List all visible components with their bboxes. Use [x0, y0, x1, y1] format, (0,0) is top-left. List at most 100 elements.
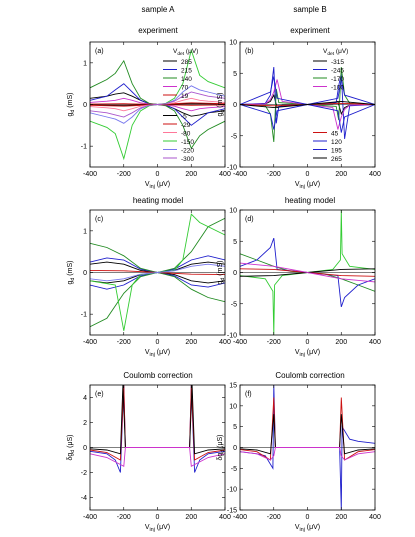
- series-group: [240, 66, 375, 143]
- series-line: [90, 385, 225, 455]
- legend-entry: -5: [181, 114, 187, 121]
- legend-entry: 215: [181, 68, 192, 75]
- series-line: [90, 447, 225, 468]
- panel-label: (a): [95, 48, 104, 55]
- y-tick-label: 0: [83, 445, 87, 452]
- y-tick-label: -5: [231, 466, 237, 473]
- header-sample-b: sample B: [293, 5, 326, 14]
- x-tick-label: 0: [306, 339, 310, 346]
- y-tick-label: 4: [83, 395, 87, 402]
- y-axis-label: gd (mS): [217, 93, 226, 117]
- y-tick-label: 10: [229, 208, 237, 215]
- series-line: [240, 100, 375, 109]
- y-tick-label: -4: [81, 495, 87, 502]
- x-tick-label: 200: [185, 339, 197, 346]
- x-axis-label: Vinj (μV): [145, 349, 170, 358]
- y-tick-label: 0: [83, 102, 87, 109]
- x-tick-label: 0: [156, 514, 160, 521]
- legend-entry: 285: [181, 59, 192, 66]
- legend-entry: -150: [181, 139, 194, 146]
- x-tick-label: -400: [233, 339, 247, 346]
- panel-a: -400 -200 0 200 400 -1 0 1 Vinj (μV) gd (mS) (a) Vd…: [67, 41, 231, 190]
- x-tick-label: 400: [369, 514, 381, 521]
- x-tick-label: -400: [83, 171, 97, 178]
- x-tick-label: -400: [233, 514, 247, 521]
- x-axis-label: Vinj (μV): [295, 181, 320, 190]
- legend-entry: 120: [331, 139, 342, 146]
- y-tick-label: 5: [233, 239, 237, 246]
- y-tick-label: -15: [227, 508, 237, 515]
- x-tick-label: -400: [83, 339, 97, 346]
- legend-entry: 265: [331, 156, 342, 163]
- x-tick-label: -200: [267, 514, 281, 521]
- legend-entry: -300: [181, 156, 194, 163]
- y-tick-label: -10: [227, 333, 237, 340]
- y-axis-label: δgd (μS): [217, 434, 226, 460]
- panel-e: -400 -200 0 200 400 -4 -2 0 2 4 Vinj (μV) δgd (μS) (…: [67, 384, 231, 533]
- series-group: [90, 213, 225, 331]
- y-tick-label: 0: [233, 270, 237, 277]
- y-tick-label: 0: [233, 445, 237, 452]
- x-tick-label: 400: [219, 171, 231, 178]
- y-tick-label: 10: [229, 40, 237, 47]
- y-tick-label: -1: [81, 312, 87, 319]
- legend-entry: -170: [331, 76, 344, 83]
- y-axis-label: gd (mS): [217, 261, 226, 285]
- x-tick-label: 0: [156, 171, 160, 178]
- y-tick-label: -10: [227, 487, 237, 494]
- x-tick-label: -200: [117, 339, 131, 346]
- legend-entry: -100: [331, 85, 344, 92]
- y-tick-label: 2: [83, 420, 87, 427]
- series-group: [240, 210, 375, 335]
- title-experiment-a: experiment: [138, 26, 178, 35]
- legend-title: Vdet (μV): [173, 48, 198, 57]
- y-axis-label: gd (mS): [67, 261, 76, 285]
- y-tick-label: -2: [81, 470, 87, 477]
- x-tick-label: -400: [233, 171, 247, 178]
- panel-label: (d): [245, 216, 254, 223]
- series-line: [90, 263, 225, 282]
- y-tick-label: 5: [233, 71, 237, 78]
- x-tick-label: 200: [335, 514, 347, 521]
- series-line: [240, 262, 375, 283]
- x-tick-label: -400: [83, 514, 97, 521]
- legend-title: Vdet (μV): [323, 48, 348, 57]
- series-line: [90, 91, 225, 118]
- panel-label: (c): [95, 216, 103, 223]
- x-tick-label: -200: [267, 171, 281, 178]
- legend-entry: -29: [181, 122, 191, 129]
- series-group: [90, 48, 225, 161]
- x-tick-label: 0: [306, 514, 310, 521]
- x-tick-label: 200: [335, 171, 347, 178]
- legend-entry: -245: [331, 68, 344, 75]
- x-tick-label: 400: [219, 514, 231, 521]
- legend-entry: 195: [331, 148, 342, 155]
- title-experiment-b: experiment: [290, 26, 330, 35]
- y-tick-label: -1: [81, 144, 87, 151]
- y-tick-label: -5: [231, 133, 237, 140]
- x-axis-label: Vinj (μV): [295, 349, 320, 358]
- x-tick-label: -200: [117, 514, 131, 521]
- y-tick-label: 15: [229, 383, 237, 390]
- legend-entry: 140: [181, 76, 192, 83]
- x-axis-label: Vinj (μV): [295, 524, 320, 533]
- series-group: [240, 385, 375, 510]
- y-tick-label: 1: [83, 228, 87, 235]
- y-axis-label: δgd (μS): [67, 434, 76, 460]
- x-axis-label: Vinj (μV): [145, 181, 170, 190]
- header-sample-a: sample A: [142, 5, 176, 14]
- legend-entry: 70: [181, 85, 189, 92]
- panel-label: (e): [95, 391, 104, 398]
- x-tick-label: -200: [267, 339, 281, 346]
- x-tick-label: 400: [219, 339, 231, 346]
- legend-entry: -220: [181, 148, 194, 155]
- panel-label: (b): [245, 48, 254, 55]
- title-heating-model-b: heating model: [285, 196, 335, 205]
- x-tick-label: 200: [335, 339, 347, 346]
- x-tick-label: 200: [185, 514, 197, 521]
- y-tick-label: 0: [83, 270, 87, 277]
